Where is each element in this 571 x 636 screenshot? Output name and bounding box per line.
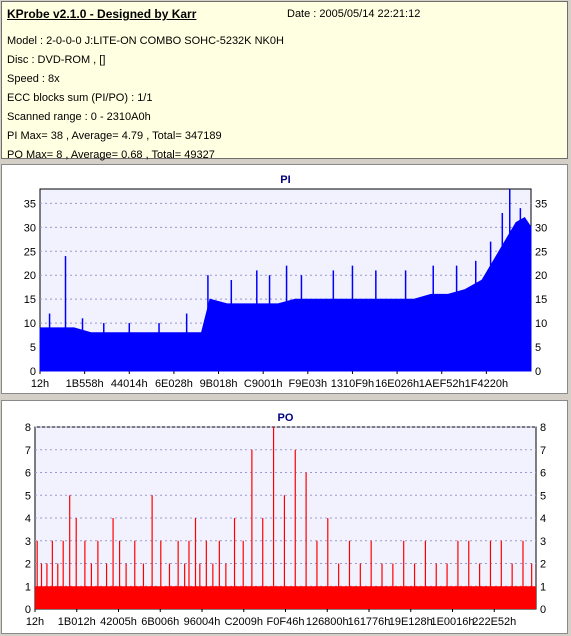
x-tick-label: 1F4220h [465, 378, 508, 390]
y-tick-label-right: 10 [535, 318, 547, 330]
y-tick-label-left: 20 [24, 270, 36, 282]
pi-chart: PI 0 0 5 5 10 10 15 15 20 20 25 25 30 30 35 35 12h 1B558h 4… [24, 174, 548, 390]
x-tick-label: 126800h [306, 616, 349, 628]
x-tick-label: F0F46h [267, 616, 305, 628]
x-tick-label: 12h [31, 378, 49, 390]
x-tick-label: 16E026h [375, 378, 419, 390]
x-tick-label: 1310F9h [331, 378, 374, 390]
y-tick-label-right: 4 [540, 513, 546, 525]
app-title: KProbe v2.1.0 - Designed by Karr [7, 7, 197, 21]
x-tick-label: C9001h [244, 378, 283, 390]
y-tick-label-right: 5 [540, 490, 546, 502]
y-tick-label-left: 15 [24, 294, 36, 306]
y-tick-label-left: 30 [24, 222, 36, 234]
y-tick-label-left: 0 [25, 604, 31, 616]
y-tick-label-left: 6 [25, 468, 31, 480]
x-tick-label: 222E52h [472, 616, 516, 628]
y-tick-label-right: 1 [540, 581, 546, 593]
y-tick-label-right: 6 [540, 468, 546, 480]
y-tick-label-right: 15 [535, 294, 547, 306]
y-tick-label-left: 10 [24, 318, 36, 330]
y-tick-label-right: 0 [535, 366, 541, 378]
y-tick-label-right: 20 [535, 270, 547, 282]
y-tick-label-right: 35 [535, 198, 547, 210]
x-tick-label: 6B006h [141, 616, 179, 628]
x-tick-label: 1B558h [66, 378, 104, 390]
model-line: Model : 2-0-0-0 J:LITE-ON COMBO SOHC-523… [7, 35, 284, 47]
y-tick-label-right: 5 [535, 342, 541, 354]
pi-chart-panel: PI 0 0 5 5 10 10 15 15 20 20 25 25 30 30 35 35 12h 1B558h 4… [1, 164, 568, 394]
x-tick-label: 161776h [348, 616, 391, 628]
po-summary-line: PO Max= 8 , Average= 0.68 , Total= 49327 [7, 149, 215, 161]
y-tick-label-left: 5 [30, 342, 36, 354]
po-baseline-band [35, 586, 536, 609]
chart-title: PO [278, 412, 294, 424]
x-tick-label: 6E028h [155, 378, 193, 390]
pi-series-area [39, 217, 532, 372]
y-tick-label-right: 25 [535, 246, 547, 258]
y-tick-label-right: 30 [535, 222, 547, 234]
x-tick-label: 1E0016h [430, 616, 474, 628]
pi-summary-line: PI Max= 38 , Average= 4.79 , Total= 3471… [7, 130, 222, 142]
disc-line: Disc : DVD-ROM , [] [7, 54, 106, 66]
ecc-line: ECC blocks sum (PI/PO) : 1/1 [7, 92, 153, 104]
y-tick-label-left: 2 [25, 559, 31, 571]
scan-date: Date : 2005/05/14 22:21:12 [287, 8, 421, 20]
x-tick-label: 1B012h [58, 616, 96, 628]
y-tick-label-left: 0 [30, 366, 36, 378]
y-tick-label-left: 5 [25, 490, 31, 502]
y-tick-label-right: 0 [540, 604, 546, 616]
info-panel: KProbe v2.1.0 - Designed by Karr Date : … [1, 1, 568, 161]
x-tick-label: 42005h [100, 616, 137, 628]
y-tick-label-left: 7 [25, 445, 31, 457]
x-tick-label: 44014h [111, 378, 148, 390]
y-tick-label-left: 4 [25, 513, 31, 525]
x-tick-label: F9E03h [289, 378, 328, 390]
y-tick-label-right: 7 [540, 445, 546, 457]
y-tick-label-right: 2 [540, 559, 546, 571]
y-tick-label-left: 1 [25, 581, 31, 593]
po-chart-panel: PO 0 0 1 1 2 2 3 3 4 4 5 5 6 6 7 7 8 8 12h 1B012h 42005h 6B006… [1, 400, 568, 634]
x-tick-label: 9B018h [200, 378, 238, 390]
y-tick-label-right: 8 [540, 422, 546, 434]
y-tick-label-left: 25 [24, 246, 36, 258]
y-tick-label-left: 35 [24, 198, 36, 210]
x-tick-label: 96004h [184, 616, 221, 628]
y-tick-label-right: 3 [540, 536, 546, 548]
y-tick-label-left: 8 [25, 422, 31, 434]
x-tick-label: 1AEF52h [419, 378, 465, 390]
x-tick-label: C2009h [224, 616, 263, 628]
x-tick-label: 12h [26, 616, 44, 628]
y-tick-label-left: 3 [25, 536, 31, 548]
chart-title: PI [280, 174, 290, 186]
range-line: Scanned range : 0 - 2310A0h [7, 111, 151, 123]
speed-line: Speed : 8x [7, 73, 60, 85]
po-chart: PO 0 0 1 1 2 2 3 3 4 4 5 5 6 6 7 7 8 8 12h 1B012h 42005h 6B006… [25, 412, 546, 628]
x-tick-label: 19E128h [389, 616, 433, 628]
